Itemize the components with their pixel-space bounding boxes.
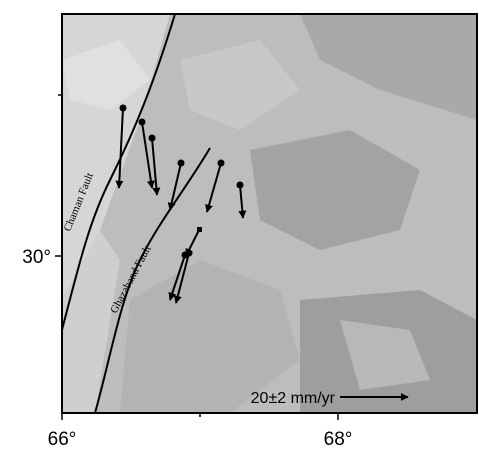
terrain (62, 14, 477, 413)
x-tick-label: 66° (48, 429, 77, 450)
map: Chaman Fault Ghazaband Fault 20±2 mm/yr … (0, 0, 479, 454)
scale-label: 20±2 mm/yr (251, 390, 336, 407)
x-tick-label: 68° (324, 429, 353, 450)
y-tick-label: 30° (22, 247, 51, 268)
